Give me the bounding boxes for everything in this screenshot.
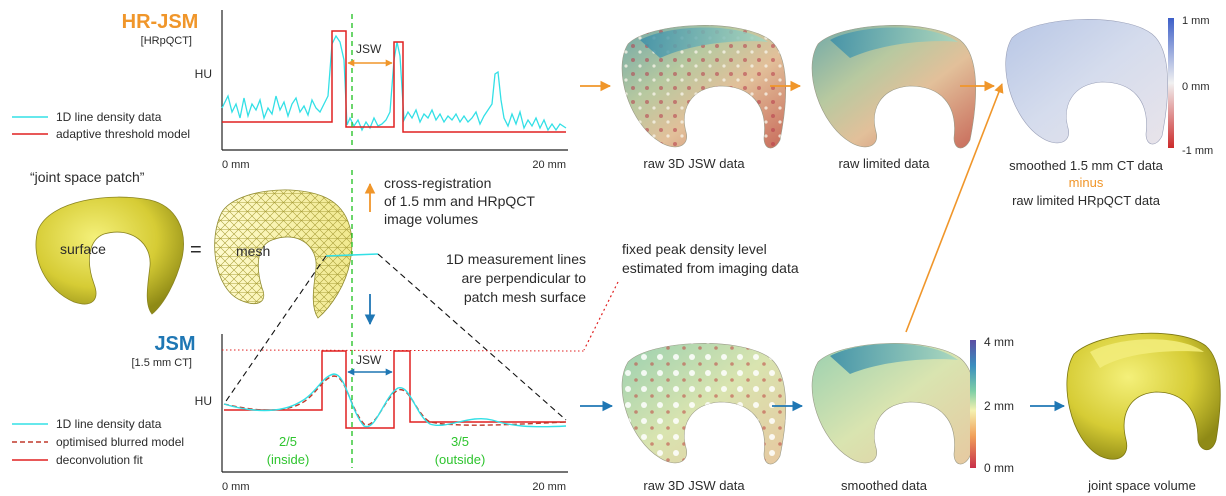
cross-registration-line-2: of 1.5 mm and HRpQCT [384,193,535,209]
top-caption-raw-3d: raw 3D JSW data [643,156,745,171]
joint-space-volume-highlight [1090,339,1204,368]
cross-registration-text: cross-registration of 1.5 mm and HRpQCT … [384,175,535,227]
top-map-difference [1005,19,1168,145]
bottom-map-smoothed [811,343,976,465]
top-caption-raw-limited: raw limited data [838,156,930,171]
surface-shape [35,196,184,315]
top-chart-subtitle: [HRpQCT] [141,35,192,47]
top-map-raw-limited-rim [830,27,958,58]
top-legend-threshold: adaptive threshold model [56,127,190,141]
bottom-optimised-blurred-model [223,375,567,426]
top-line-density-data [221,34,567,132]
cross-registration-line-3: image volumes [384,211,478,227]
bottom-caption-raw-3d: raw 3D JSW data [643,478,745,493]
top-chart: HR-JSM [HRpQCT] HU 0 mm 20 mm JSW [122,10,568,171]
joint-space-patch-group: “joint space patch” surface = mesh [30,169,353,319]
inside-fraction: 2/5 [279,434,297,449]
jsw-colorbar-gradient [970,340,976,468]
measurement-line-segment [325,253,379,257]
outside-fraction: 3/5 [451,434,469,449]
bottom-line-density-data [223,373,567,428]
bottom-chart-ylabel: HU [195,394,212,408]
bottom-legend: 1D line density data optimised blurred m… [12,417,184,467]
bottom-chart-x-end: 20 mm [532,481,566,493]
peak-density-line-2: estimated from imaging data [622,260,799,276]
difference-colorbar-max: 1 mm [1182,15,1210,27]
joint-space-volume [1066,332,1221,460]
top-legend: 1D line density data adaptive threshold … [12,110,190,141]
difference-colorbar-min: -1 mm [1182,145,1213,157]
bottom-legend-line-density: 1D line density data [56,417,162,431]
top-legend-line-density: 1D line density data [56,110,162,124]
equals-sign: = [190,239,202,261]
mesh-label: mesh [236,243,270,259]
measurement-lines-line-2: are perpendicular to [461,270,586,286]
top-jsw-label: JSW [356,42,382,56]
measurement-lines-line-3: patch mesh surface [464,289,586,305]
bottom-chart-x-start: 0 mm [222,481,250,493]
top-map-raw-3d [621,25,786,149]
bottom-chart: JSM [1.5 mm CT] HU 0 mm 20 mm JSW 2/5 (i… [131,333,585,493]
jsw-colorbar-max: 4 mm [984,335,1014,349]
peak-density-line-1: fixed peak density level [622,241,767,257]
outside-label: (outside) [435,452,486,467]
surface-label: surface [60,241,106,257]
top-map-raw-3d-rim [640,27,768,58]
top-chart-ylabel: HU [195,67,212,81]
top-map-difference-shape [1005,19,1168,145]
measurement-lines-line-1: 1D measurement lines [446,251,586,267]
bottom-map-smoothed-shape [811,343,976,465]
jsw-colorbar-mid: 2 mm [984,399,1014,413]
inside-label: (inside) [267,452,310,467]
bottom-legend-blurred-model: optimised blurred model [56,435,184,449]
bottom-map-raw-3d-speckle [622,343,786,465]
peak-density-pointer [583,281,619,351]
top-caption-raw-limited-hr: raw limited HRpQCT data [1012,193,1161,208]
peak-density-text: fixed peak density level estimated from … [622,241,799,276]
top-chart-title: HR-JSM [122,11,199,33]
top-chart-x-start: 0 mm [222,159,250,171]
bottom-legend-deconvolution-fit: deconvolution fit [56,453,143,467]
bottom-jsw-label: JSW [356,353,382,367]
difference-colorbar-gradient [1168,18,1174,148]
top-adaptive-threshold-model [222,30,566,133]
top-chart-x-end: 20 mm [532,159,566,171]
zoom-dashed-line-right [377,253,567,421]
top-caption-smoothed-ct: smoothed 1.5 mm CT data [1009,158,1163,173]
difference-colorbar: 1 mm 0 mm -1 mm [1168,15,1213,157]
bottom-map-smoothed-rim [830,343,958,374]
measurement-lines-text: 1D measurement lines are perpendicular t… [446,251,586,305]
jsw-colorbar: 4 mm 2 mm 0 mm [970,335,1014,475]
top-map-raw-limited [811,25,976,149]
cross-registration-line-1: cross-registration [384,175,491,191]
bottom-map-raw-3d [621,343,786,465]
smoothed-to-difference-arrow [905,83,1004,333]
bottom-chart-subtitle: [1.5 mm CT] [131,357,192,369]
bottom-deconvolution-fit [224,350,566,429]
mesh-wireframe [214,189,352,318]
jsw-colorbar-min: 0 mm [984,461,1014,475]
top-caption-minus: minus [1069,175,1104,190]
bottom-caption-smoothed: smoothed data [841,478,928,493]
bottom-caption-volume: joint space volume [1087,478,1196,493]
patch-label: “joint space patch” [30,169,145,185]
difference-colorbar-mid: 0 mm [1182,81,1210,93]
bottom-chart-title: JSM [154,333,195,355]
difference-caption: smoothed 1.5 mm CT data minus raw limite… [1009,158,1163,208]
